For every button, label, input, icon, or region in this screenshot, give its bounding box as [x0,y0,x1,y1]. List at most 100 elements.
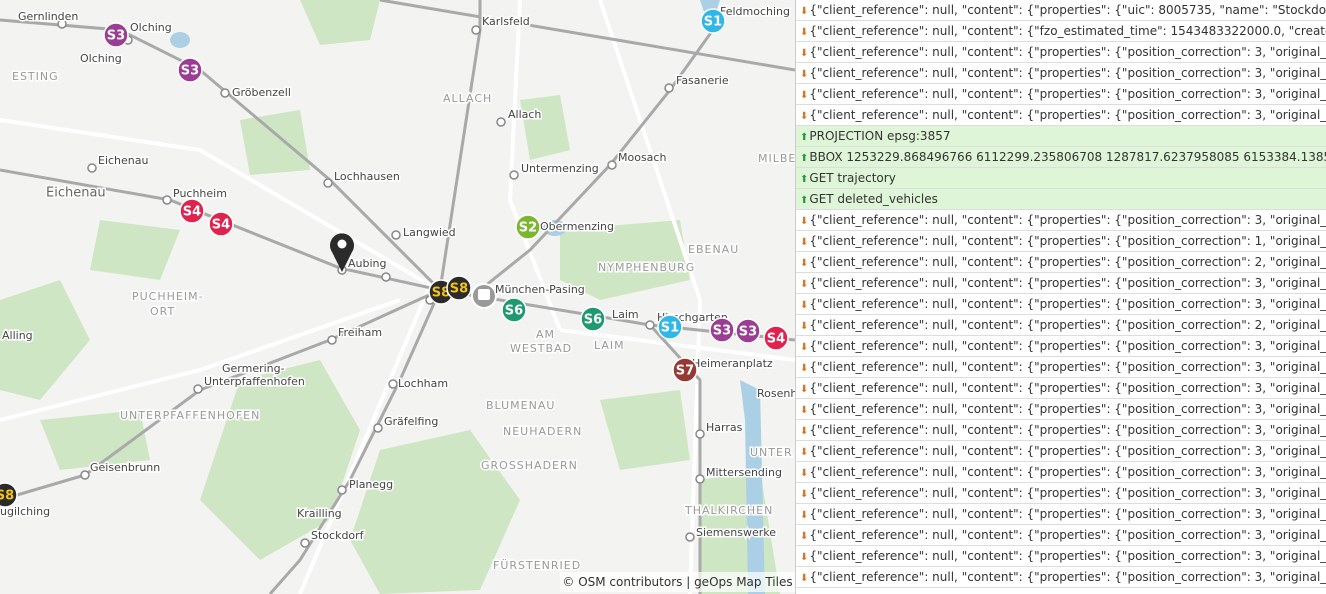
direction-arrow: ⬇ [800,258,809,269]
direction-arrow: ⬇ [800,426,809,437]
log-row: ⬇{"client_reference": null, "content": {… [796,315,1326,336]
train-label: S4 [212,218,230,233]
log-row: ⬆GET deleted_vehicles [796,189,1326,210]
direction-arrow: ⬆ [800,195,809,206]
log-row: ⬇{"client_reference": null, "content": {… [796,504,1326,525]
log-message: {"client_reference": null, "content": {"… [809,108,1326,122]
train-badge: S6 [501,297,527,323]
log-row: ⬆GET trajectory [796,168,1326,189]
log-message: {"client_reference": null, "content": {"… [809,507,1326,521]
place-label: Germering- [222,362,285,375]
log-row: ⬇{"client_reference": null, "content": {… [796,63,1326,84]
place-label: PUCHHEIM- [132,290,204,303]
place-label: Gräfelfing [384,415,438,428]
log-message: BBOX 1253229.868496766 6112299.235806708… [809,150,1326,164]
train-badge: S4 [763,325,789,351]
log-row: ⬆BBOX 1253229.868496766 6112299.23580670… [796,147,1326,168]
location-pin [329,233,355,272]
log-row: ⬇{"client_reference": null, "content": {… [796,546,1326,567]
train-circle [177,57,203,83]
place-label: Mittersending [706,466,782,479]
log-row: ⬇{"client_reference": null, "content": {… [796,357,1326,378]
log-row: ⬇{"client_reference": null, "content": {… [796,483,1326,504]
place-label: NEUHADERN [503,425,582,438]
place-label: Alling [2,329,33,342]
place-label: Planegg [349,478,393,491]
log-row: ⬇{"client_reference": null, "content": {… [796,336,1326,357]
train-badge: S1 [657,314,683,340]
log-message: {"client_reference": null, "content": {"… [809,87,1326,101]
log-row: ⬇{"client_reference": null, "content": {… [796,210,1326,231]
message-log: ⬇{"client_reference": null, "content": {… [795,0,1326,594]
log-message: {"client_reference": null, "content": {"… [809,234,1326,248]
place-label: Untermenzing [521,162,599,175]
place-label: Laim [612,308,639,321]
log-message: {"client_reference": null, "content": {"… [809,423,1326,437]
log-row: ⬇{"client_reference": null, "content": {… [796,525,1326,546]
train-circle [208,211,234,237]
map: Gernlinden Olching Olching ESTING Karlsfeld F… [0,0,795,594]
log-message: {"client_reference": null, "content": {"… [809,381,1326,395]
log-row: ⬇{"client_reference": null, "content": {… [796,567,1326,588]
direction-arrow: ⬇ [800,573,809,584]
place-label: Moosach [618,151,666,164]
place-label: Puchheim [173,187,227,200]
train-label: S3 [107,29,125,44]
direction-arrow: ⬇ [800,531,809,542]
place-label: Olching [80,52,122,65]
place-label: THALKIRCHEN [684,504,773,517]
direction-arrow: ⬇ [800,279,809,290]
train-circle [709,317,735,343]
log-row: ⬇{"client_reference": null, "content": {… [796,273,1326,294]
direction-arrow: ⬆ [800,153,809,164]
place-label: Fasanerie [676,74,729,87]
direction-arrow: ⬇ [800,321,809,332]
place-label: Olching [130,21,172,34]
train-badge: S4 [179,198,205,224]
place-label: GROSSHADERN [481,459,578,472]
place-label: ORT [150,305,175,318]
place-label: Siemenswerke [696,526,776,539]
train-badge: S1 [700,8,726,34]
train-label: S1 [704,15,722,30]
place-label: BLUMENAU [486,399,555,412]
log-message: {"client_reference": null, "content": {"… [809,465,1326,479]
place-label: Aubing [348,257,387,270]
green-areas [0,0,780,594]
place-label: ugilching [0,505,50,518]
train-label: S1 [661,321,679,336]
train-label: S3 [739,325,757,340]
train-badge: S8 [0,482,18,508]
place-label: Allach [508,108,541,121]
direction-arrow: ⬆ [800,174,809,185]
direction-arrow: ⬇ [800,342,809,353]
log-message: {"client_reference": null, "content": {"… [809,549,1326,563]
direction-arrow: ⬇ [800,27,809,38]
place-label: Lochhausen [334,170,400,183]
place-label: Geisenbrunn [90,461,160,474]
direction-arrow: ⬇ [800,384,809,395]
train-circle [672,357,698,383]
log-message: GET deleted_vehicles [809,192,938,206]
train-circle [103,22,129,48]
train-circle [179,198,205,224]
place-label: Obermenzing [540,220,614,233]
train-badge: S3 [709,317,735,343]
place-label: UNTER [750,446,793,459]
place-label: NYMPHENBURG [598,261,695,274]
train-badge: S4 [208,211,234,237]
train-label: S8 [0,489,14,504]
log-message: {"client_reference": null, "content": {"… [809,528,1326,542]
log-message: {"client_reference": null, "content": {"… [809,318,1326,332]
place-label: ALLACH [443,92,492,105]
direction-arrow: ⬇ [800,69,809,80]
place-label: Eichenau [98,154,148,167]
log-message: PROJECTION epsg:3857 [809,129,951,143]
place-label: Krailling [297,507,342,520]
log-message: {"client_reference": null, "content": {"… [809,486,1326,500]
direction-arrow: ⬆ [800,132,809,143]
place-label: München-Pasing [495,283,585,296]
place-label: Langwied [403,226,456,239]
train-label: S6 [584,313,602,328]
